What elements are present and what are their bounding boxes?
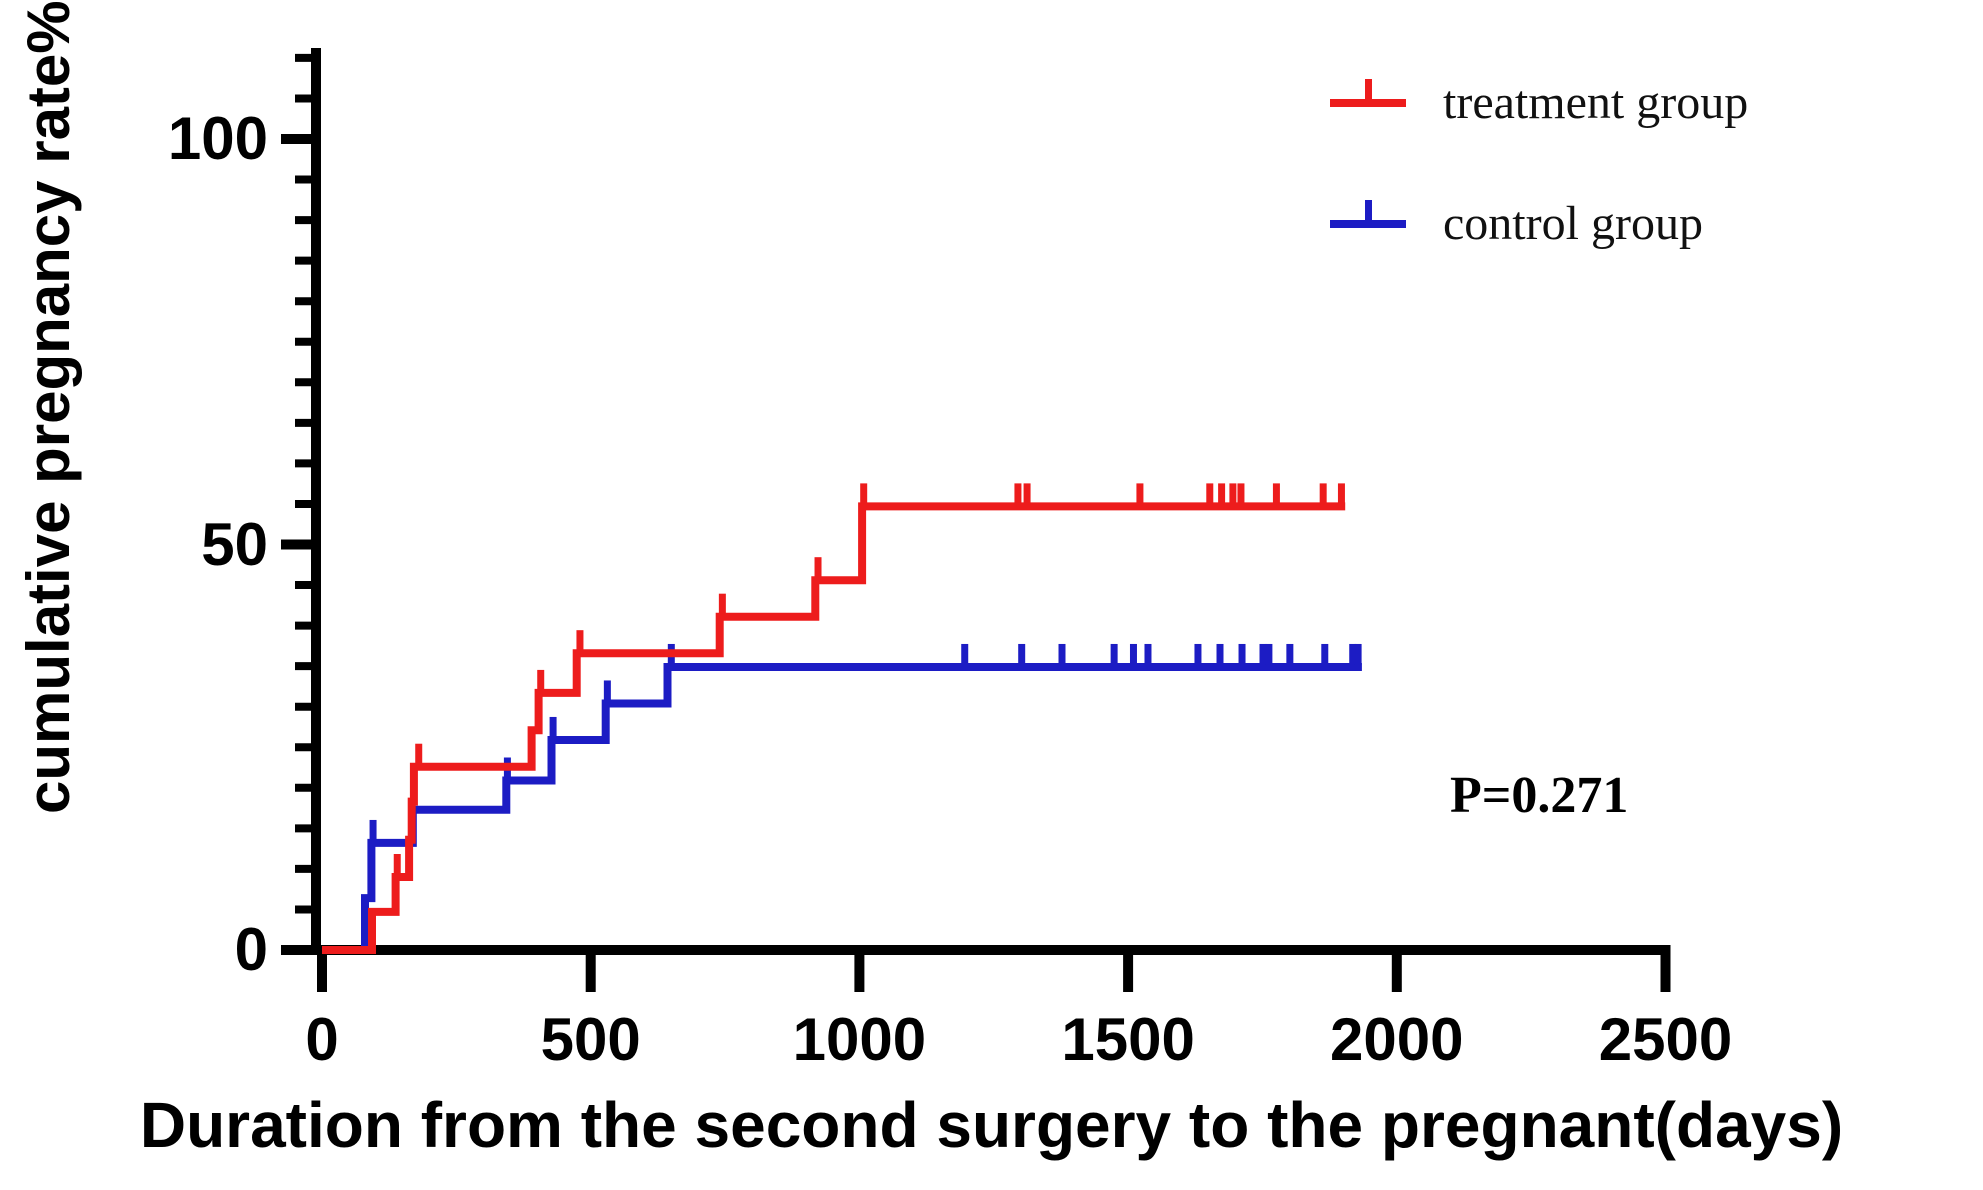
legend: treatment group control group [1330,0,1980,280]
x-tick-label: 2500 [1598,1006,1733,1073]
y-tick-label: 50 [201,510,268,578]
control-curve-swatch-icon [1330,220,1406,228]
x-axis-title: Duration from the second surgery to the … [139,1089,1844,1161]
treatment-curve-swatch-icon [1330,99,1406,107]
control-censor-tick-icon [1365,200,1372,224]
y-tick-label: 0 [234,916,268,983]
treatment-group-curve [322,502,1346,954]
legend-item-control-group: control group [1330,191,1980,257]
p-value-annotation: P=0.271 [1450,767,1629,824]
control-group-curve [322,663,1362,954]
legend-label-control-group: control group [1443,197,1703,250]
treatment-censor-tick-icon [1365,79,1372,103]
y-tick-label: 100 [167,105,268,172]
x-tick-label: 0 [305,1006,339,1073]
x-tick-label: 2000 [1330,1006,1464,1073]
x-tick-label: 1000 [792,1006,927,1073]
legend-label-treatment-group: treatment group [1443,76,1749,129]
legend-item-treatment-group: treatment group [1330,70,1980,136]
x-tick-label: 500 [540,1006,641,1073]
x-tick-label: 1500 [1061,1006,1195,1073]
